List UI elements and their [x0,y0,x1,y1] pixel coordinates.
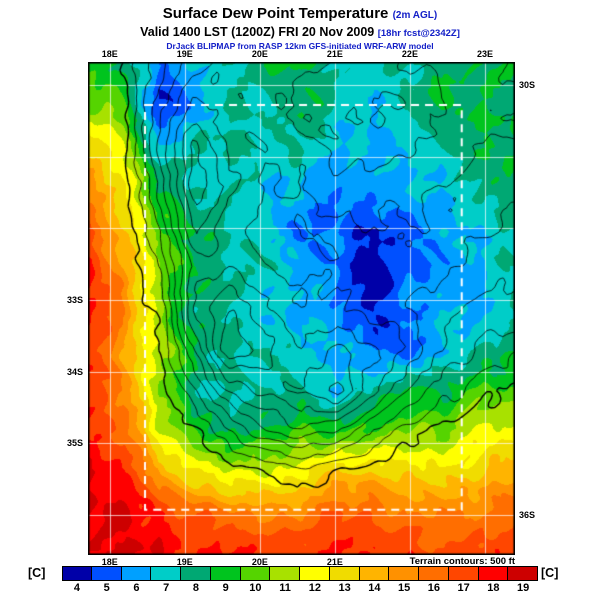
colorbar-cell: 9 [209,566,241,594]
colorbar-cell: 16 [418,566,449,594]
colorbar-tick: 18 [487,582,500,594]
colorbar-swatch [120,566,152,581]
colorbar-cell: 18 [477,566,509,594]
colorbar-cell: 15 [388,566,419,594]
colorbar-tick: 14 [368,582,381,594]
colorbar-tick: 8 [192,582,199,594]
colorbar-tick: 15 [398,582,411,594]
colorbar-cell: 13 [328,566,360,594]
colorbar-swatch [90,566,122,581]
colorbar-swatch [209,566,241,581]
colorbar-swatch [447,566,479,581]
colorbar-swatch [418,566,449,581]
chart-title: Surface Dew Point Temperature [162,5,389,22]
valid-line: Valid 1400 LST (1200Z) FRI 20 Nov 2009 [… [0,25,600,41]
colorbar-swatch [507,566,538,581]
colorbar-swatch [328,566,360,581]
chart-header: Surface Dew Point Temperature (2m AGL) V… [0,5,600,52]
lat-label-left: 34S [66,366,83,377]
colorbar-swatch [477,566,509,581]
valid-time: Valid 1400 LST (1200Z) FRI 20 Nov 2009 [140,24,375,39]
colorbar-tick: 7 [163,582,170,594]
title-line: Surface Dew Point Temperature (2m AGL) [0,5,600,24]
colorbar-tick: 9 [222,582,229,594]
colorbar-tick: 13 [338,582,351,594]
colorbar-tick: 12 [308,582,321,594]
colorbar-cell: 12 [299,566,330,594]
lat-label-right: 36S [519,509,536,520]
colorbar-cell: 4 [62,566,92,594]
colorbar-tick: 6 [133,582,140,594]
colorbar-swatch [62,566,92,581]
colorbar-tick: 10 [249,582,262,594]
colorbar-swatch [269,566,300,581]
model-attribution: DrJack BLIPMAP from RASP 12km GFS-initia… [166,41,434,52]
colorbar-swatch [358,566,390,581]
colorbar-cell: 10 [239,566,271,594]
colorbar-cells: 4 5 6 7 8 9 10 11 12 13 14 15 16 17 18 19 [62,566,538,594]
colorbar-cell: 7 [150,566,181,594]
colorbar-cell: 19 [507,566,538,594]
colorbar-cell: 17 [447,566,479,594]
colorbar-cell: 8 [180,566,211,594]
colorbar-cell: 11 [269,566,300,594]
colorbar-swatch [239,566,271,581]
colorbar-tick: 11 [279,582,291,594]
colorbar-tick: 5 [103,582,110,594]
lat-label-right: 30S [519,79,536,90]
colorbar-swatch [388,566,419,581]
terrain-contour-note: Terrain contours: 500 ft [409,556,515,567]
colorbar-cell: 6 [120,566,152,594]
colorbar-unit-right: [C] [541,566,559,580]
colorbar-tick: 4 [73,582,80,594]
colorbar: 4 5 6 7 8 9 10 11 12 13 14 15 16 17 18 19 [62,566,538,594]
dewpoint-map-canvas [88,62,515,555]
colorbar-tick: 16 [427,582,440,594]
colorbar-cell: 5 [90,566,122,594]
forecast-note: [18hr fcst@2342Z] [377,27,460,39]
colorbar-cell: 14 [358,566,390,594]
colorbar-tick: 19 [517,582,530,594]
lat-label-left: 33S [66,294,83,305]
chart-title-level: (2m AGL) [392,10,438,21]
colorbar-tick: 17 [457,582,470,594]
colorbar-swatch [299,566,330,581]
lat-label-left: 35S [66,438,83,449]
colorbar-swatch [150,566,181,581]
colorbar-unit-left: [C] [28,566,46,580]
colorbar-swatch [180,566,211,581]
